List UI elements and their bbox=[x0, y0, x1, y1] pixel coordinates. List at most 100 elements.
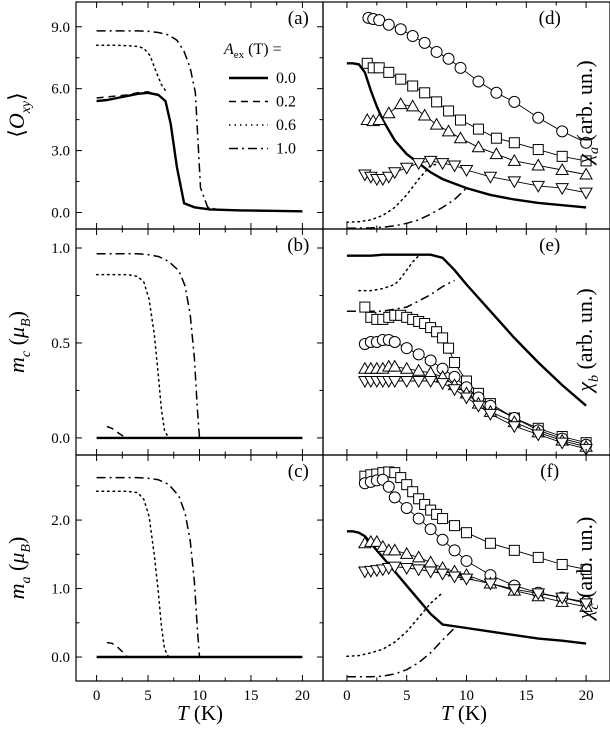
data-point-circle bbox=[556, 125, 569, 138]
data-point-triangle-down bbox=[555, 183, 570, 196]
panel-label: (c) bbox=[288, 461, 309, 482]
panel-label: (b) bbox=[287, 235, 309, 256]
data-point-triangle-down bbox=[411, 158, 426, 171]
data-point-triangle-up bbox=[471, 140, 486, 153]
y-tick-label: 0.0 bbox=[51, 650, 70, 666]
data-point-triangle-up bbox=[393, 97, 408, 110]
series-line-1.0 bbox=[96, 252, 201, 438]
y-tick-label: 0.0 bbox=[51, 205, 70, 221]
data-point-square bbox=[443, 342, 455, 354]
data-point-circle bbox=[424, 523, 437, 536]
data-point-square bbox=[449, 357, 461, 369]
data-point-triangle-down bbox=[411, 376, 426, 389]
data-point-square bbox=[373, 62, 385, 74]
data-point-triangle-down bbox=[483, 171, 498, 184]
legend-entry: 0.2 bbox=[276, 94, 296, 111]
data-point-triangle-down bbox=[459, 164, 474, 177]
panel-b: 0.0 0.5 1.0 (b) bbox=[51, 228, 324, 456]
series-line-calc_0.6 bbox=[358, 252, 426, 292]
x-tick-label: 5 bbox=[403, 688, 411, 704]
data-point-circle bbox=[412, 348, 425, 361]
data-point-triangle-down bbox=[507, 584, 522, 597]
series-line-calc_1.0 bbox=[346, 627, 456, 678]
data-point-triangle-down bbox=[423, 376, 438, 389]
y-tick-label: 0.5 bbox=[51, 336, 70, 352]
series-line-exp_triangle_down bbox=[364, 566, 587, 604]
data-point-square bbox=[431, 326, 443, 338]
data-point-triangle-up bbox=[429, 117, 444, 130]
data-point-square bbox=[461, 527, 472, 539]
panel-d: (d) bbox=[322, 1, 610, 230]
series-line-calc_0.0 bbox=[346, 253, 587, 407]
series-line-0.6 bbox=[95, 273, 170, 439]
data-point-triangle-down bbox=[423, 155, 438, 168]
data-point-square bbox=[556, 558, 568, 570]
data-point-triangle-up bbox=[387, 543, 402, 556]
data-point-square bbox=[532, 551, 544, 563]
data-point-triangle-up bbox=[411, 550, 426, 563]
data-point-triangle-up bbox=[531, 158, 546, 171]
data-point-square bbox=[359, 301, 371, 313]
series-line-0.6 bbox=[95, 44, 167, 92]
y-tick-label: 1.0 bbox=[51, 582, 70, 598]
data-point-triangle-down bbox=[579, 598, 593, 611]
data-point-triangle-down bbox=[387, 561, 402, 574]
data-point-square bbox=[437, 332, 449, 344]
panel-label: (f) bbox=[540, 461, 559, 482]
data-point-triangle-up bbox=[441, 124, 456, 137]
x-tick-label: 15 bbox=[243, 688, 258, 704]
data-point-triangle-down bbox=[579, 187, 593, 200]
data-point-triangle-down bbox=[399, 376, 414, 389]
panel-f: 0 5 10 15 20 (f) bbox=[322, 454, 610, 704]
data-point-triangle-down bbox=[531, 588, 546, 601]
data-point-triangle-down bbox=[507, 176, 522, 189]
data-point-triangle-up bbox=[417, 108, 432, 121]
data-point-circle bbox=[490, 86, 503, 99]
data-point-square bbox=[401, 479, 413, 491]
panel-label: (a) bbox=[288, 8, 309, 29]
data-point-triangle-down bbox=[483, 408, 498, 421]
data-point-circle bbox=[454, 61, 467, 74]
series-line-calc_0.6 bbox=[346, 162, 444, 223]
data-point-triangle-up bbox=[453, 131, 468, 144]
legend: Aex (T) = 0.0 0.2 0.6 1.0 bbox=[223, 41, 296, 158]
data-point-circle bbox=[532, 111, 545, 124]
data-point-square bbox=[532, 144, 544, 156]
plot-area bbox=[95, 30, 303, 213]
plot-area bbox=[95, 476, 303, 659]
x-tick-label: 0 bbox=[343, 688, 351, 704]
panel-a: 0.0 3.0 6.0 9.0 (a) bbox=[51, 1, 324, 230]
data-point-triangle-up bbox=[423, 555, 438, 568]
data-point-square bbox=[413, 493, 425, 505]
data-point-triangle-down bbox=[387, 376, 402, 389]
data-point-circle bbox=[388, 336, 401, 348]
data-point-triangle-down bbox=[507, 421, 522, 434]
data-point-square bbox=[419, 498, 431, 510]
panel-label: (d) bbox=[539, 8, 561, 29]
data-point-circle bbox=[424, 354, 437, 367]
y-tick-label: 6.0 bbox=[51, 82, 70, 98]
data-point-triangle-down bbox=[399, 162, 414, 175]
legend-entry: 0.0 bbox=[276, 70, 296, 87]
data-point-triangle-up bbox=[372, 113, 387, 126]
x-tick-label: 10 bbox=[192, 688, 207, 704]
data-point-square bbox=[383, 66, 395, 78]
series-line-exp_triangle bbox=[367, 103, 587, 175]
data-point-triangle-up bbox=[399, 546, 414, 559]
panel-frame bbox=[75, 1, 324, 230]
data-point-triangle-down bbox=[555, 592, 570, 605]
data-point-triangle-down bbox=[399, 563, 414, 576]
y-tick-label: 2.0 bbox=[51, 513, 70, 529]
data-point-triangle-down bbox=[411, 564, 426, 577]
data-point-triangle-up bbox=[411, 363, 426, 376]
data-point-circle bbox=[448, 544, 461, 557]
data-point-circle bbox=[400, 342, 413, 355]
data-point-triangle-up bbox=[369, 534, 384, 547]
y-tick-label: 0.0 bbox=[51, 431, 70, 447]
data-point-triangle-up bbox=[399, 361, 414, 374]
series-line-calc_1.0 bbox=[346, 187, 468, 229]
data-point-circle bbox=[442, 52, 455, 65]
data-point-triangle-down bbox=[435, 378, 450, 391]
data-point-square bbox=[437, 513, 449, 525]
